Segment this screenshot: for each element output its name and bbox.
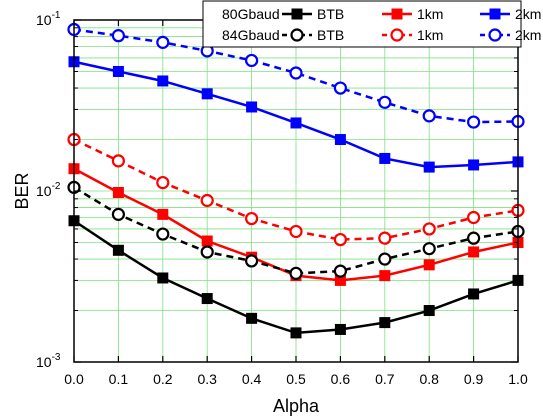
data-point	[245, 53, 259, 68]
data-point	[378, 95, 392, 109]
data-point	[379, 270, 391, 282]
data-point	[423, 305, 435, 317]
x-tick-label: 0.3	[197, 371, 217, 387]
data-point	[379, 317, 391, 329]
data-point	[112, 187, 124, 199]
data-point	[468, 246, 480, 258]
data-point	[157, 75, 169, 87]
x-tick-label: 1.0	[508, 371, 528, 387]
legend-box	[202, 0, 522, 48]
legend-marker	[390, 28, 404, 42]
data-point	[290, 117, 302, 129]
y-tick-label: 10-2	[36, 181, 61, 199]
x-tick-label: 0.4	[242, 371, 262, 387]
data-point	[423, 259, 435, 271]
legend-entry-label: BTB	[317, 27, 344, 43]
legend-marker	[489, 8, 501, 20]
x-tick-label: 0.0	[64, 371, 84, 387]
data-point	[378, 252, 392, 266]
series-line	[73, 186, 519, 275]
data-point	[111, 29, 126, 43]
data-point	[201, 293, 213, 305]
legend-marker	[291, 8, 303, 20]
data-point	[333, 264, 347, 278]
data-point	[200, 245, 214, 259]
data-point	[379, 152, 391, 164]
y-tick-label: 10-1	[36, 10, 61, 28]
x-tick-label: 0.8	[419, 371, 439, 387]
legend-entry-label: 2km	[515, 6, 541, 22]
data-point	[468, 288, 480, 300]
legend-marker	[391, 8, 403, 20]
legend-group-label: 80Gbaud	[222, 6, 280, 22]
data-point	[467, 115, 481, 129]
x-tick-label: 0.9	[464, 371, 484, 387]
data-point	[289, 266, 303, 280]
data-point	[467, 231, 481, 245]
data-point	[157, 272, 169, 284]
data-point	[156, 227, 170, 241]
data-point	[333, 81, 347, 95]
x-tick-label: 0.6	[331, 371, 351, 387]
data-point	[200, 193, 214, 208]
axes: 0.0 0.1 0.2 0.3 0.4 0.5 0.6 0.7 0.8 0.9 1.0 10-3 10-…	[36, 10, 528, 387]
data-point	[156, 35, 170, 49]
data-point	[378, 231, 392, 245]
data-point	[423, 161, 435, 173]
data-point	[111, 207, 126, 221]
data-point	[156, 175, 170, 190]
data-point	[112, 244, 124, 256]
x-tick-label: 0.1	[109, 371, 129, 387]
data-point	[246, 312, 258, 324]
series-84Gbaud-BTB	[67, 180, 525, 280]
legend-entry-label: BTB	[317, 6, 344, 22]
data-point	[245, 211, 259, 226]
data-point	[333, 232, 347, 247]
legend-entry-label: 1km	[417, 27, 443, 43]
data-point	[290, 327, 302, 339]
series-layer	[67, 22, 525, 339]
x-tick-label: 0.7	[375, 371, 395, 387]
data-point	[422, 222, 436, 236]
data-point	[111, 154, 126, 168]
data-point	[245, 254, 259, 268]
data-point	[422, 109, 436, 123]
legend-entry-label: 1km	[417, 6, 443, 22]
data-point	[334, 323, 346, 335]
x-tick-label: 0.5	[286, 371, 306, 387]
legend-group-label: 84Gbaud	[222, 27, 280, 43]
legend-entry-label: 2km	[515, 27, 541, 43]
x-tick-label: 0.2	[153, 371, 173, 387]
data-point	[289, 224, 303, 239]
series-84Gbaud-2km	[67, 22, 525, 129]
data-point	[422, 242, 436, 256]
legend-marker	[290, 28, 304, 42]
data-point	[246, 101, 258, 113]
series-line	[73, 28, 519, 124]
data-point	[334, 274, 346, 286]
data-point	[334, 134, 346, 146]
data-point	[201, 235, 213, 247]
x-axis-title: Alpha	[273, 396, 320, 416]
data-point	[201, 88, 213, 100]
data-point	[289, 66, 303, 80]
y-axis-title: BER	[12, 172, 32, 209]
y-tick-label: 10-3	[36, 352, 61, 370]
legend: 80Gbaud BTB 1km 2km 84Gbaud BTB 1km 2km	[202, 0, 541, 48]
data-point	[157, 208, 169, 220]
legend-marker	[488, 28, 502, 42]
data-point	[468, 159, 480, 171]
data-point	[112, 65, 124, 77]
data-point	[467, 210, 481, 225]
